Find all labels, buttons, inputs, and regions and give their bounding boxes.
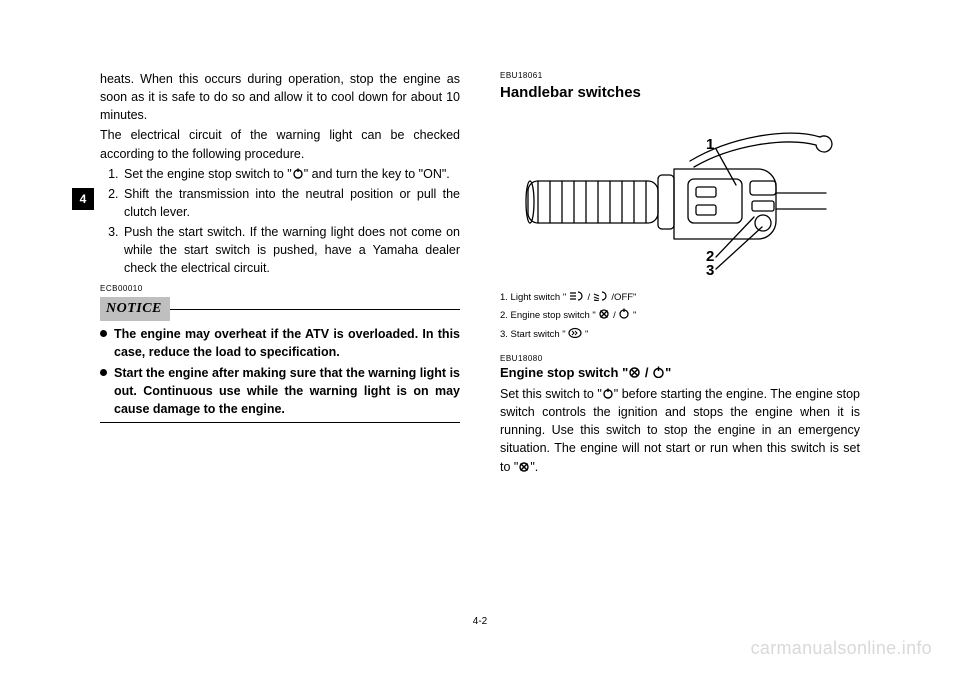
high-beam-icon: [569, 291, 585, 301]
body-text: Set this switch to "" before starting th…: [500, 385, 860, 476]
legend-text: 3. Start switch ": [500, 329, 566, 340]
sub-heading-text: /: [641, 365, 652, 380]
handlebar-figure: 1 2 3: [520, 109, 840, 279]
body-text-span: ".: [530, 460, 538, 474]
run-icon: [652, 366, 665, 378]
stop-icon: [628, 366, 641, 378]
legend-text: 1. Light switch ": [500, 292, 566, 303]
body-text-span: Set this switch to ": [500, 387, 602, 401]
left-column: heats. When this occurs during operation…: [100, 70, 460, 600]
legend-item: 1. Light switch " / /OFF": [500, 289, 860, 306]
notice-rule: [170, 309, 460, 310]
legend-text: ": [585, 329, 588, 340]
end-rule: [100, 422, 460, 423]
run-icon: [602, 388, 614, 399]
ref-code: EBU18080: [500, 353, 860, 365]
stop-icon: [518, 461, 530, 472]
low-beam-icon: [593, 291, 609, 301]
page-content: heats. When this occurs during operation…: [100, 70, 860, 600]
watermark: carmanualsonline.info: [751, 638, 932, 659]
section-heading: Handlebar switches: [500, 82, 860, 104]
callout-1: 1: [706, 136, 714, 153]
stop-icon: [598, 308, 610, 319]
procedure-step: Push the start switch. If the warning li…: [122, 223, 460, 277]
notice-label: NOTICE: [100, 297, 170, 321]
procedure-list: Set the engine stop switch to "" and tur…: [100, 165, 460, 278]
sub-heading-text: Engine stop switch ": [500, 365, 628, 380]
chapter-tab: 4: [72, 188, 94, 210]
procedure-step: Shift the transmission into the neutral …: [122, 185, 460, 221]
start-icon: [568, 327, 582, 338]
notice-list: The engine may overheat if the ATV is ov…: [100, 325, 460, 418]
notice-heading: NOTICE: [100, 297, 460, 321]
procedure-step: Set the engine stop switch to "" and tur…: [122, 165, 460, 183]
legend-text: ": [633, 310, 636, 321]
sub-heading: Engine stop switch " / ": [500, 364, 860, 383]
legend-item: 2. Engine stop switch " / ": [500, 307, 860, 324]
step-text: Set the engine stop switch to "" and tur…: [124, 167, 450, 181]
handlebar-illustration: 1 2 3: [520, 109, 840, 279]
legend-item: 3. Start switch " ": [500, 326, 860, 343]
sub-heading-text: ": [665, 365, 671, 380]
ref-code: EBU18061: [500, 70, 860, 82]
run-icon: [618, 308, 630, 319]
run-icon: [292, 168, 304, 179]
body-text: The electrical circuit of the warning li…: [100, 126, 460, 162]
legend-text: /OFF": [611, 292, 636, 303]
notice-item: The engine may overheat if the ATV is ov…: [100, 325, 460, 361]
right-column: EBU18061 Handlebar switches: [500, 70, 860, 600]
callout-3: 3: [706, 262, 714, 279]
body-text: heats. When this occurs during operation…: [100, 70, 460, 124]
page-number: 4-2: [0, 616, 960, 627]
notice-item: Start the engine after making sure that …: [100, 364, 460, 418]
figure-legend: 1. Light switch " / /OFF" 2. Engine stop…: [500, 289, 860, 342]
ref-code: ECB00010: [100, 283, 460, 295]
legend-text: 2. Engine stop switch ": [500, 310, 596, 321]
